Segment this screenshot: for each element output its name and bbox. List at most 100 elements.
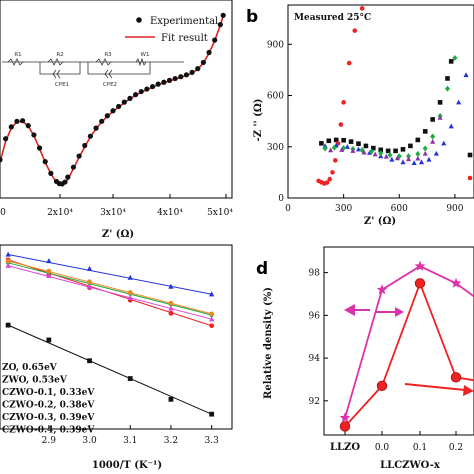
legend-marker-experimental — [136, 17, 142, 23]
data-point — [168, 283, 174, 289]
data-point — [46, 337, 52, 343]
panel-b-point — [363, 143, 369, 149]
panel-b-y-tick-label: 300 — [267, 143, 284, 153]
panel-d-x-tick-label: 0.0 — [375, 443, 390, 453]
circuit-label: R1 — [14, 52, 21, 58]
panel-b-legend-marker — [467, 175, 473, 181]
data-point — [209, 311, 215, 317]
data-point — [168, 300, 174, 306]
panel-b-point — [456, 99, 462, 105]
panel-b-point — [368, 148, 374, 155]
density-point — [450, 372, 462, 383]
panel-b-point — [359, 147, 365, 154]
circuit-wire — [39, 62, 151, 75]
panel-b-point — [448, 123, 454, 129]
data-point — [5, 322, 11, 328]
experimental-point — [62, 179, 68, 185]
experimental-point — [133, 92, 139, 98]
panel-b: b Measured 25°C -Z '' (Ω) 0 300 600 900 0 300… — [246, 4, 474, 227]
panel-b-point — [448, 59, 454, 64]
panel-b-point — [406, 153, 412, 160]
experimental-point — [161, 79, 167, 85]
panel-b-point — [422, 129, 428, 134]
panel-label-d: d — [256, 259, 268, 279]
panel-b-point — [445, 76, 450, 81]
experimental-point — [195, 66, 201, 72]
experimental-point — [48, 170, 54, 176]
panel-b-point — [332, 158, 338, 163]
panel-d-arrow — [344, 304, 474, 396]
panel-d: d Relative density (%) 92 94 96 98 LLZO 0.0 0.… — [256, 246, 474, 471]
experimental-point — [155, 81, 161, 87]
experimental-point — [99, 118, 105, 124]
cpe-symbol — [52, 69, 113, 79]
experimental-point — [166, 77, 173, 83]
experimental-point — [200, 59, 206, 66]
panel-b-point — [330, 170, 335, 175]
panel-b-point — [444, 85, 451, 92]
equivalent-circuit: R1 R2 CPE1 R3 CPE2 W1 — [2, 52, 184, 88]
panel-d-y-tick-label: 96 — [309, 311, 321, 321]
panel-b-point — [393, 148, 398, 154]
experimental-point — [65, 174, 71, 180]
panel-d-x-label: LLCZWO-x — [380, 460, 441, 471]
panel-c: 2.9 3.0 3.1 3.2 3.3 ZO, 0.65eV ZWO, 0.53eV CZW… — [0, 244, 233, 471]
circuit-label: W1 — [141, 52, 150, 58]
panel-b-point — [348, 139, 354, 144]
panel-a-legend: Experimental Fit result — [125, 16, 218, 44]
panel-b-point — [415, 137, 421, 143]
panel-b-y-tick-label: 900 — [267, 40, 284, 50]
experimental-point — [206, 49, 212, 56]
arrow-left-head — [344, 304, 355, 316]
experimental-point — [0, 157, 3, 163]
panel-b-point — [385, 148, 391, 154]
panel-b-point — [422, 150, 428, 156]
panel-b-point — [389, 156, 395, 162]
experimental-point — [110, 108, 116, 114]
experimental-point — [25, 123, 31, 129]
panel-a-x-tick-label: 5x10⁴ — [207, 208, 233, 218]
panel-b-point — [415, 150, 421, 157]
panel-b-annotation: Measured 25°C — [294, 13, 371, 23]
fit-line — [8, 260, 212, 315]
panel-b-point — [361, 149, 367, 155]
panel-b-point — [356, 141, 361, 146]
panel-c-x-label: 1000/T (K⁻¹) — [92, 460, 162, 471]
panel-c-x-tick-label: 2.9 — [42, 436, 57, 446]
experimental-point — [149, 84, 156, 90]
data-point — [168, 396, 174, 402]
legend-label: CZWO-0.4, 0.39eV — [2, 426, 95, 436]
data-point — [209, 291, 215, 297]
resistor-symbol — [7, 57, 147, 67]
arrow-right-head — [395, 307, 404, 317]
panel-b-point — [341, 137, 346, 143]
panel-d-y-tick-label: 94 — [309, 354, 321, 364]
panel-c-x-ticks: 2.9 3.0 3.1 3.2 3.3 — [42, 425, 219, 446]
panel-b-point — [372, 151, 378, 157]
panel-b-legend-marker — [467, 152, 473, 158]
density-point — [414, 278, 426, 289]
panel-b-x-tick-label: 900 — [446, 204, 463, 214]
panel-c-lines — [5, 251, 215, 417]
experimental-point — [217, 22, 223, 28]
data-point — [86, 283, 93, 289]
panel-b-y-tick-label: 0 — [278, 194, 284, 204]
experimental-point — [138, 88, 144, 95]
panel-a-frame — [0, 0, 233, 199]
experimental-point — [87, 133, 93, 139]
panel-b-point — [341, 144, 347, 151]
panel-b-point — [322, 145, 328, 152]
panel-b-point — [452, 54, 458, 61]
legend-label: CZWO-0.2, 0.38eV — [2, 401, 95, 411]
panel-d-ticks: 92 94 96 98 LLZO 0.0 0.1 0.2 — [309, 269, 464, 453]
panel-label-b: b — [246, 7, 258, 27]
panel-a-x-label: Z' (Ω) — [102, 229, 134, 240]
panel-c-x-tick-label: 3.2 — [164, 436, 178, 446]
panel-b-point — [359, 6, 365, 11]
panel-d-frame — [323, 246, 474, 436]
experimental-point — [121, 99, 127, 105]
experimental-point — [42, 159, 48, 165]
experimental-point — [127, 95, 133, 101]
density-point — [339, 421, 351, 432]
panel-b-point — [378, 147, 384, 153]
